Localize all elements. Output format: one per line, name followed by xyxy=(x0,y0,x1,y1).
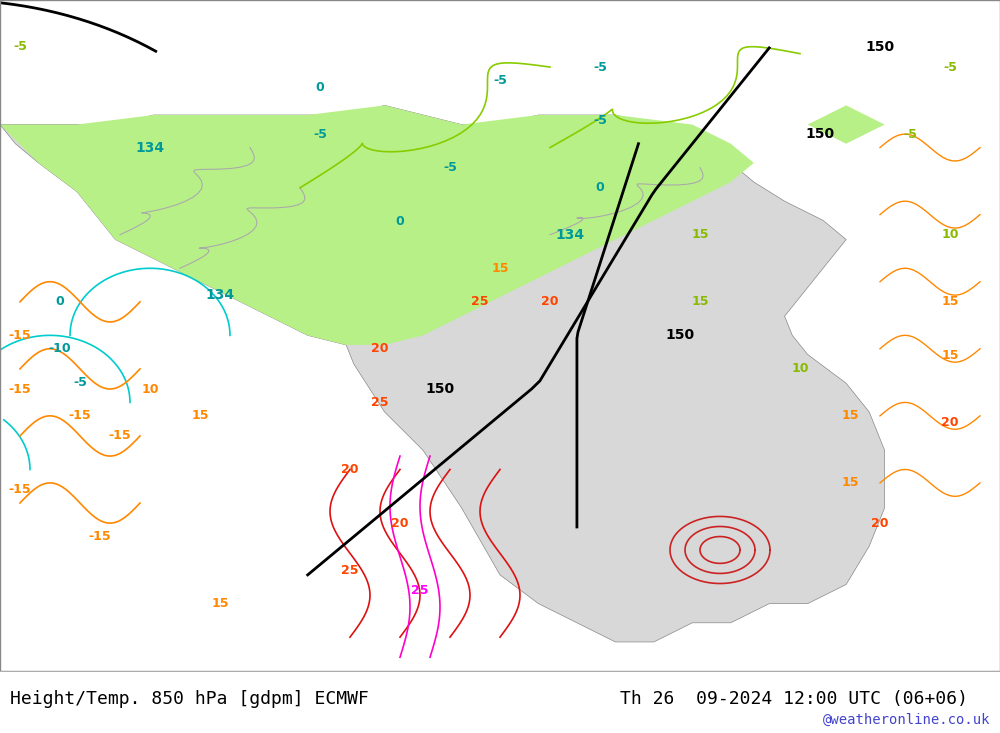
Text: 0: 0 xyxy=(56,295,64,309)
Text: 10: 10 xyxy=(141,383,159,396)
Polygon shape xyxy=(0,106,754,345)
Text: 0: 0 xyxy=(396,215,404,228)
Text: 0: 0 xyxy=(596,181,604,194)
Text: -5: -5 xyxy=(313,128,327,141)
Text: Th 26  09-2024 12:00 UTC (06+06): Th 26 09-2024 12:00 UTC (06+06) xyxy=(620,690,968,708)
Text: 15: 15 xyxy=(941,349,959,362)
Text: 15: 15 xyxy=(691,228,709,241)
Text: 15: 15 xyxy=(941,295,959,309)
Text: 150: 150 xyxy=(865,40,895,54)
Text: 20: 20 xyxy=(871,517,889,530)
Text: @weatheronline.co.uk: @weatheronline.co.uk xyxy=(822,712,990,727)
Text: -5: -5 xyxy=(73,376,87,388)
Text: 20: 20 xyxy=(391,517,409,530)
Text: 150: 150 xyxy=(805,127,835,141)
Text: 10: 10 xyxy=(791,362,809,375)
Text: 15: 15 xyxy=(191,409,209,422)
Text: -5: -5 xyxy=(13,40,27,54)
Text: -15: -15 xyxy=(109,430,131,443)
Text: 0: 0 xyxy=(316,81,324,94)
Text: 25: 25 xyxy=(411,583,429,597)
Text: 134: 134 xyxy=(555,228,585,242)
Text: Height/Temp. 850 hPa [gdpm] ECMWF: Height/Temp. 850 hPa [gdpm] ECMWF xyxy=(10,690,369,708)
Text: 25: 25 xyxy=(471,295,489,309)
Text: 15: 15 xyxy=(841,409,859,422)
Text: -5: -5 xyxy=(493,74,507,87)
Text: 25: 25 xyxy=(341,564,359,577)
Text: -15: -15 xyxy=(9,383,31,396)
Text: 134: 134 xyxy=(135,141,165,155)
Text: 10: 10 xyxy=(941,228,959,241)
Text: -5: -5 xyxy=(593,61,607,73)
Text: 15: 15 xyxy=(691,295,709,309)
Text: 20: 20 xyxy=(371,342,389,356)
Text: -15: -15 xyxy=(9,483,31,496)
Text: -5: -5 xyxy=(593,114,607,128)
Text: -5: -5 xyxy=(443,161,457,174)
Text: 20: 20 xyxy=(541,295,559,309)
Text: 150: 150 xyxy=(665,328,695,342)
Text: 150: 150 xyxy=(425,382,455,396)
Text: 15: 15 xyxy=(491,262,509,275)
Text: -15: -15 xyxy=(9,329,31,342)
Text: 15: 15 xyxy=(211,597,229,610)
Text: 20: 20 xyxy=(341,463,359,476)
Text: 25: 25 xyxy=(371,396,389,409)
Text: 134: 134 xyxy=(205,288,235,302)
Polygon shape xyxy=(0,106,885,642)
Text: 15: 15 xyxy=(841,476,859,490)
Text: -15: -15 xyxy=(69,409,91,422)
Text: -5: -5 xyxy=(943,61,957,73)
Polygon shape xyxy=(808,106,885,144)
Text: -15: -15 xyxy=(89,530,111,543)
Text: -5: -5 xyxy=(903,128,917,141)
Text: 20: 20 xyxy=(941,416,959,429)
Text: -10: -10 xyxy=(49,342,71,356)
